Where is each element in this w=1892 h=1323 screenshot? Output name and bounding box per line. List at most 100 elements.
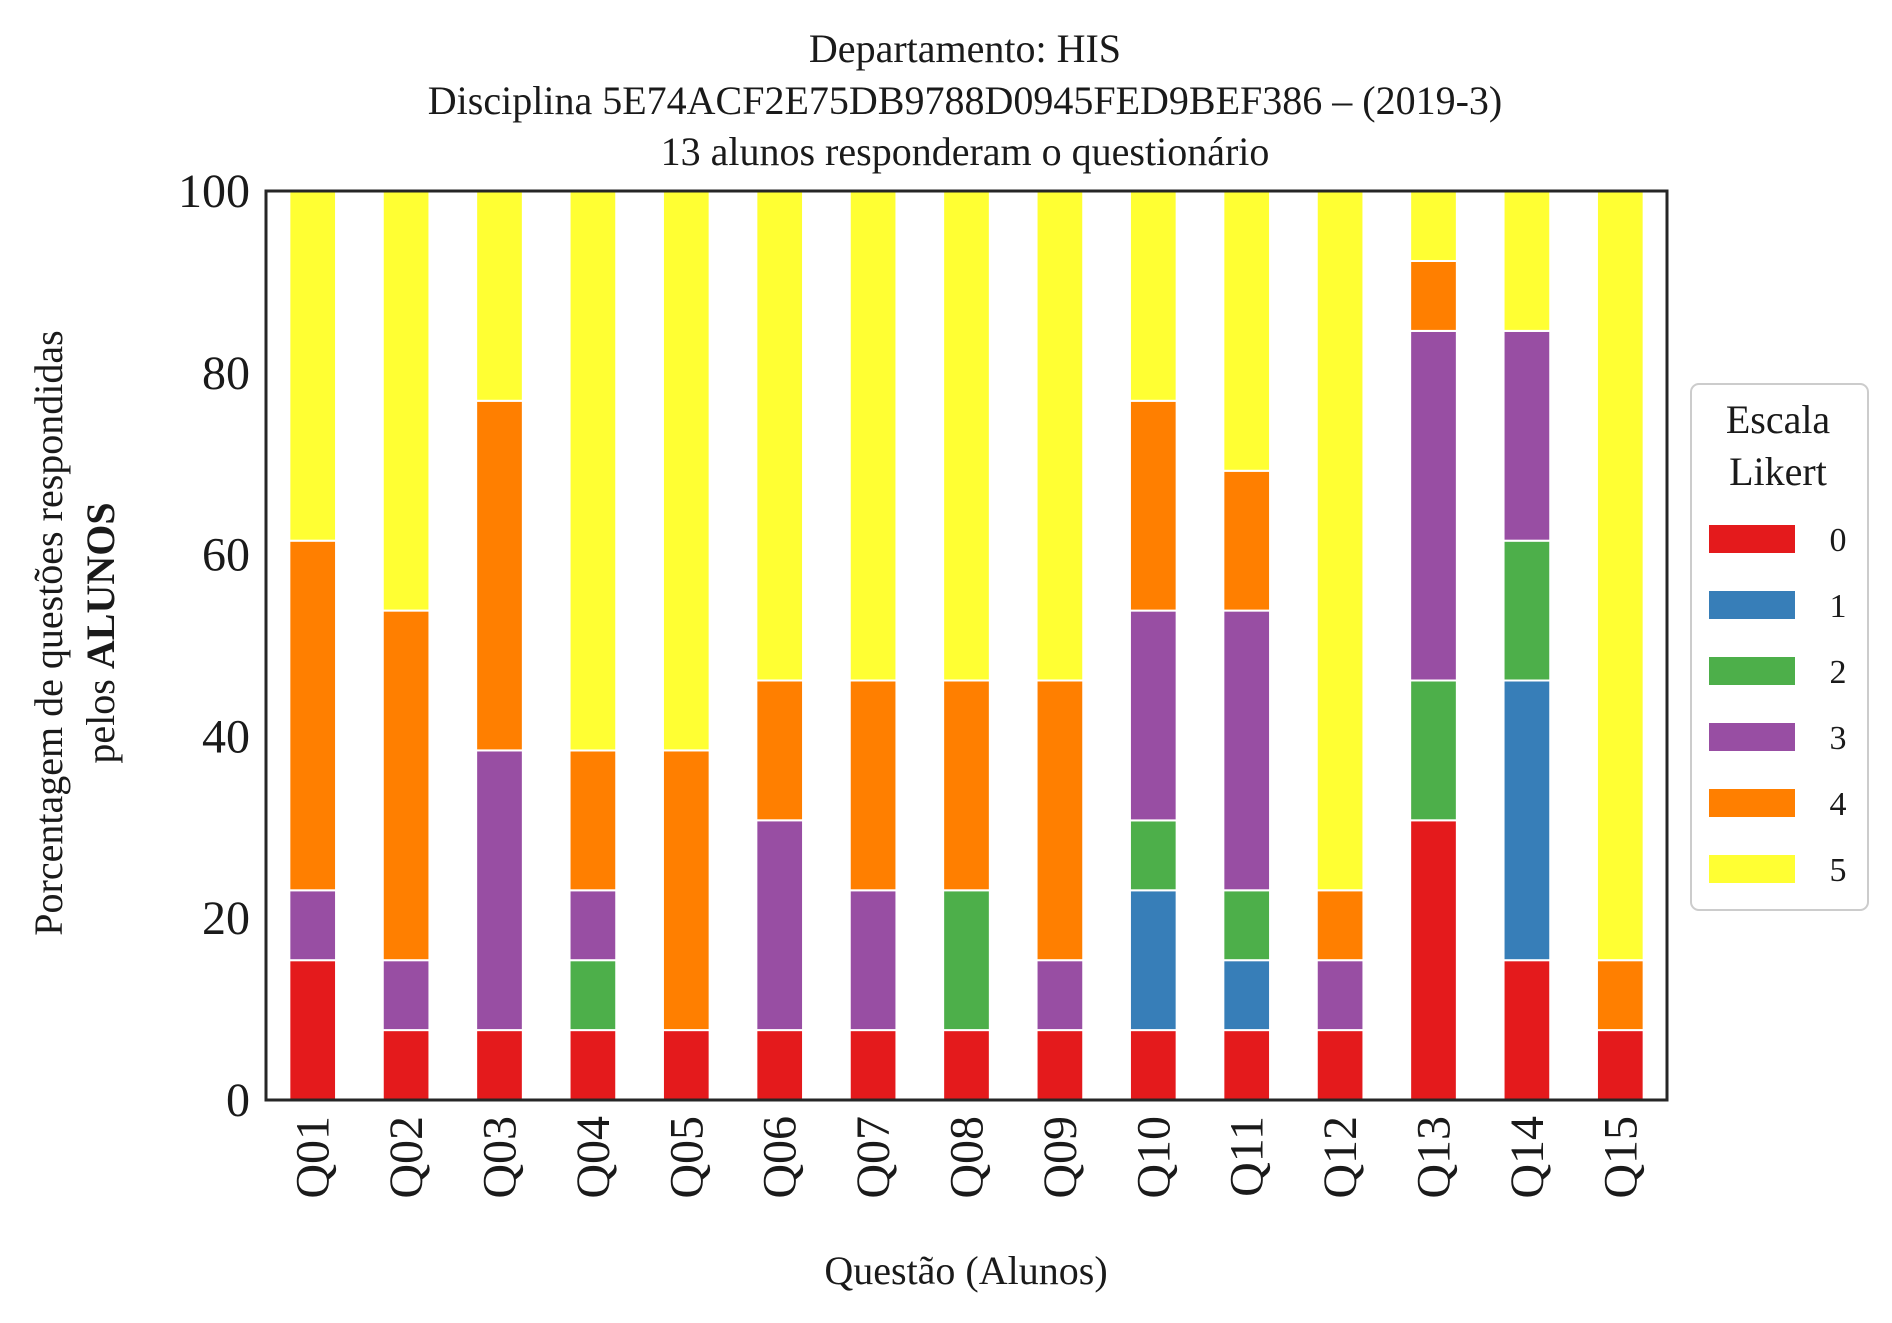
- bar-q04-likert-5: [568, 190, 618, 752]
- x-tick-label-q10: Q10: [1127, 1116, 1180, 1199]
- bar-q14-likert-0: [1502, 959, 1552, 1101]
- bar-q13-likert-5: [1409, 190, 1458, 262]
- title-line-2: Disciplina 5E74ACF2E75DB9788D0945FED9BEF…: [428, 78, 1502, 123]
- bar-q13-likert-4: [1409, 259, 1458, 332]
- bar-q14-likert-5: [1502, 190, 1552, 332]
- bar-q10-likert-0: [1128, 1029, 1178, 1101]
- bar-q10-likert-4: [1128, 399, 1178, 612]
- bars-layer: [288, 190, 1645, 1102]
- bar-q03-likert-3: [475, 749, 524, 1032]
- x-tick-label-q11: Q11: [1221, 1116, 1274, 1197]
- bar-q09-likert-3: [1035, 959, 1085, 1032]
- legend-label-3: 3: [1830, 720, 1847, 757]
- bar-q08-likert-0: [942, 1029, 991, 1101]
- bar-q03-likert-0: [475, 1029, 524, 1101]
- bar-q07-likert-3: [848, 889, 898, 1032]
- bar-q03-likert-5: [475, 190, 524, 402]
- legend-swatch-2: [1709, 657, 1795, 685]
- bar-q12-likert-5: [1315, 190, 1365, 892]
- y-axis-label-line-2: pelos ALUNOS: [78, 502, 123, 763]
- bar-q09-likert-0: [1035, 1029, 1085, 1101]
- bar-q11-likert-4: [1222, 469, 1272, 612]
- chart-title: Departamento: HIS Disciplina 5E74ACF2E75…: [428, 26, 1502, 174]
- bar-q04-likert-0: [568, 1029, 618, 1101]
- y-tick-label-0: 0: [226, 1074, 250, 1127]
- plot-frame: [264, 189, 1669, 1102]
- bar-q02-likert-0: [381, 1029, 431, 1101]
- legend-swatch-5: [1709, 855, 1795, 883]
- legend-label-4: 4: [1830, 786, 1847, 823]
- x-tick-label-q03: Q03: [474, 1116, 527, 1199]
- y-axis-label-line-1: Porcentagem de questões respondidas: [26, 330, 71, 935]
- title-line-1: Departamento: HIS: [809, 26, 1121, 71]
- legend-label-2: 2: [1830, 654, 1847, 691]
- bar-q07-likert-4: [848, 679, 898, 892]
- x-axis-label: Questão (Alunos): [824, 1248, 1107, 1293]
- bar-q13-likert-0: [1409, 819, 1458, 1102]
- bar-q11-likert-1: [1222, 959, 1272, 1032]
- bar-q06-likert-4: [755, 679, 805, 822]
- x-tick-label-q07: Q07: [847, 1116, 900, 1199]
- bar-q12-likert-3: [1315, 959, 1365, 1032]
- bar-q01-likert-4: [288, 539, 338, 892]
- bar-q01-likert-5: [288, 190, 338, 542]
- bar-q13-likert-2: [1409, 679, 1458, 822]
- bar-q11-likert-0: [1222, 1029, 1272, 1101]
- bar-q05-likert-0: [661, 1029, 711, 1101]
- bar-q14-likert-3: [1502, 329, 1552, 542]
- bar-q10-likert-2: [1128, 819, 1178, 892]
- bar-q07-likert-5: [848, 190, 898, 682]
- legend-swatch-4: [1709, 789, 1795, 817]
- bar-q05-likert-4: [661, 749, 711, 1032]
- y-tick-label-100: 100: [178, 165, 250, 218]
- x-tick-label-q15: Q15: [1594, 1116, 1647, 1199]
- bar-q06-likert-5: [755, 190, 805, 682]
- x-tick-label-q04: Q04: [567, 1116, 620, 1199]
- bar-q11-likert-5: [1222, 190, 1272, 472]
- bar-q08-likert-2: [942, 889, 991, 1032]
- bar-q01-likert-0: [288, 959, 338, 1101]
- legend-label-1: 1: [1830, 588, 1847, 625]
- legend-swatch-1: [1709, 591, 1795, 619]
- bar-q06-likert-0: [755, 1029, 805, 1101]
- x-tick-label-q05: Q05: [660, 1116, 713, 1199]
- legend-frame: [1690, 383, 1869, 911]
- bar-q10-likert-1: [1128, 889, 1178, 1032]
- x-tick-label-q01: Q01: [287, 1116, 340, 1199]
- bar-q14-likert-2: [1502, 539, 1552, 682]
- legend-items: 0 1 2 3 4 5: [1709, 522, 1847, 889]
- legend-swatch-3: [1709, 723, 1795, 751]
- bar-q02-likert-3: [381, 959, 431, 1032]
- bar-q11-likert-2: [1222, 889, 1272, 962]
- bar-q15-likert-4: [1595, 959, 1645, 1032]
- y-tick-label-40: 40: [202, 710, 250, 763]
- x-tick-label-q14: Q14: [1501, 1116, 1554, 1199]
- legend-label-0: 0: [1830, 522, 1847, 559]
- legend-label-5: 5: [1830, 852, 1847, 889]
- bar-q12-likert-4: [1315, 889, 1365, 962]
- bar-q09-likert-5: [1035, 190, 1085, 682]
- x-tick-label-q06: Q06: [754, 1116, 807, 1199]
- x-ticks: Q01 Q02 Q03 Q04 Q05 Q06 Q07 Q08 Q09 Q10 Q11 Q12 Q13 Q…: [287, 1116, 1648, 1199]
- y-tick-label-60: 60: [202, 529, 250, 582]
- bar-q13-likert-3: [1409, 329, 1458, 682]
- bar-q06-likert-3: [755, 819, 805, 1032]
- y-axis-label: Porcentagem de questões respondidas pelo…: [26, 330, 123, 935]
- bar-q09-likert-4: [1035, 679, 1085, 962]
- y-tick-label-20: 20: [202, 892, 250, 945]
- y-axis-label-bold: ALUNOS: [78, 502, 123, 669]
- bar-q08-likert-4: [942, 679, 991, 892]
- x-tick-label-q12: Q12: [1314, 1116, 1367, 1199]
- legend: Escala Likert 0 1 2 3 4 5: [1690, 383, 1869, 911]
- bar-q08-likert-5: [942, 190, 991, 682]
- y-axis-label-prefix: pelos: [78, 669, 123, 763]
- legend-title-line-2: Likert: [1729, 449, 1827, 494]
- y-ticks: 0 20 40 60 80 100: [178, 165, 250, 1127]
- bar-q01-likert-3: [288, 889, 338, 962]
- title-line-3: 13 alunos responderam o questionário: [661, 129, 1270, 174]
- bar-q04-likert-3: [568, 889, 618, 962]
- legend-title-line-1: Escala: [1726, 397, 1831, 442]
- bar-q10-likert-5: [1128, 190, 1178, 402]
- bar-q12-likert-0: [1315, 1029, 1365, 1101]
